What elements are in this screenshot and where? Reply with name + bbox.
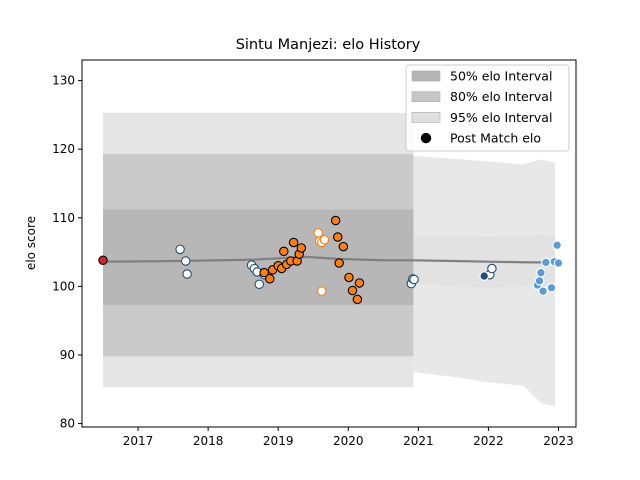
post-match-elo-point xyxy=(279,246,289,257)
y-tick-label: 100 xyxy=(52,279,75,293)
x-tick-label: 2019 xyxy=(263,434,294,448)
x-tick-label: 2020 xyxy=(333,434,364,448)
post-match-elo-point xyxy=(534,276,545,286)
x-tick-label: 2023 xyxy=(543,434,574,448)
y-tick-label: 110 xyxy=(52,211,75,225)
legend-marker-icon xyxy=(420,132,432,144)
legend-swatch xyxy=(411,70,441,82)
post-match-elo-point xyxy=(175,244,185,255)
legend-swatch xyxy=(411,91,441,102)
post-match-elo-point xyxy=(182,269,192,279)
y-tick-label: 90 xyxy=(60,348,75,362)
post-match-elo-point xyxy=(265,274,275,284)
post-match-elo-point xyxy=(541,257,551,268)
post-match-elo-point xyxy=(352,294,363,305)
post-match-elo-point xyxy=(538,286,548,296)
post-match-elo-point xyxy=(354,278,365,288)
mean-elo-line xyxy=(102,255,559,264)
post-match-elo-point xyxy=(409,274,419,285)
post-match-elo-point xyxy=(316,286,327,296)
band-50-early xyxy=(103,209,414,305)
plot-frame xyxy=(81,59,577,428)
x-tick-label: 2021 xyxy=(403,434,434,448)
post-match-elo-point xyxy=(330,215,341,226)
post-match-elo-point xyxy=(487,263,497,274)
post-match-elo-point xyxy=(553,258,564,268)
post-match-elo-point xyxy=(536,267,546,278)
legend-label: 95% elo Interval xyxy=(450,110,552,125)
post-match-elo-point xyxy=(334,258,344,268)
post-match-elo-point xyxy=(296,243,307,253)
legend: 50% elo Interval 80% elo Interval 95% elo … xyxy=(405,64,570,152)
post-match-elo-point xyxy=(180,256,191,266)
legend-label: 50% elo Interval xyxy=(450,69,552,84)
post-match-elo-point xyxy=(333,232,343,242)
post-match-elo-point xyxy=(319,234,330,245)
x-tick-label: 2017 xyxy=(123,434,154,448)
plot-area: 2017 2018 2019 2020 2021 2022 2023 80 90 100 110 12… xyxy=(52,59,577,448)
legend-swatch xyxy=(411,112,441,123)
y-tick-label: 120 xyxy=(52,142,75,156)
x-tick-label: 2022 xyxy=(473,434,504,448)
y-tick-label: 80 xyxy=(60,417,75,431)
post-match-elo-point xyxy=(313,228,323,238)
x-tick-label: 2018 xyxy=(193,434,224,448)
post-match-elo-point xyxy=(344,272,354,283)
post-match-elo-point xyxy=(479,271,489,281)
y-tick-label: 130 xyxy=(52,74,75,88)
legend-box xyxy=(405,64,570,152)
plot-clipped xyxy=(98,112,564,407)
chart-title: Sintu Manjezi: elo History xyxy=(236,37,421,53)
post-match-elo-point xyxy=(338,241,349,252)
legend-label: 80% elo Interval xyxy=(450,89,552,104)
post-match-elo-point xyxy=(552,240,562,250)
post-match-elo-point xyxy=(254,279,265,290)
post-match-elo-point xyxy=(288,237,299,248)
post-match-elo-point xyxy=(98,255,108,266)
legend-label: Post Match elo xyxy=(450,131,541,146)
post-match-elo-point xyxy=(347,285,358,296)
post-match-elo-point xyxy=(546,282,557,293)
y-axis-label: elo score xyxy=(24,216,38,270)
post-match-elo-point xyxy=(259,267,269,278)
